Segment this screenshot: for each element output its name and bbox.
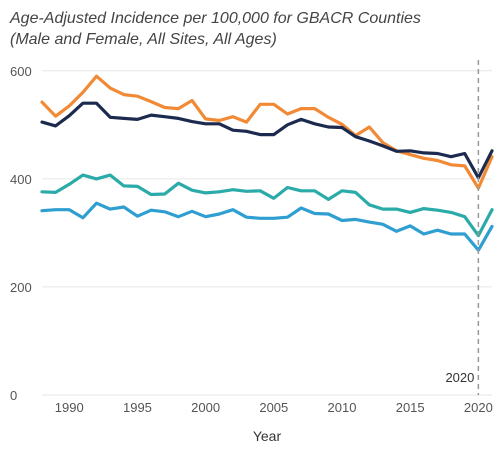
x-tick-label: 1995 — [123, 400, 152, 415]
x-tick-label: 2010 — [328, 400, 357, 415]
x-tick-label: 1990 — [55, 400, 84, 415]
chart-title: Age-Adjusted Incidence per 100,000 for G… — [10, 10, 421, 27]
chart-title-block: Age-Adjusted Incidence per 100,000 for G… — [10, 8, 495, 50]
x-tick-label: 2005 — [259, 400, 288, 415]
y-tick-label: 0 — [10, 388, 17, 403]
annotation-label: 2020 — [445, 370, 474, 385]
y-axis-ticks: 0 200 400 600 — [10, 64, 32, 403]
series-line-1 — [40, 74, 494, 190]
series-line-2 — [40, 101, 494, 180]
y-tick-label: 400 — [10, 172, 32, 187]
series-line-3 — [40, 173, 494, 238]
annotation-2020: 2020 — [445, 60, 480, 395]
y-tick-label: 200 — [10, 280, 32, 295]
x-axis-ticks: 1990 1995 2000 2005 2010 2015 2020 — [55, 400, 493, 415]
x-tick-label: 2015 — [396, 400, 425, 415]
x-axis-label: Year — [253, 428, 282, 444]
series-line-4 — [40, 201, 494, 252]
x-tick-label: 2020 — [464, 400, 493, 415]
x-tick-label: 2000 — [191, 400, 220, 415]
series-lines — [40, 74, 494, 252]
chart-subtitle: (Male and Female, All Sites, All Ages) — [10, 31, 277, 48]
y-tick-label: 600 — [10, 64, 32, 79]
